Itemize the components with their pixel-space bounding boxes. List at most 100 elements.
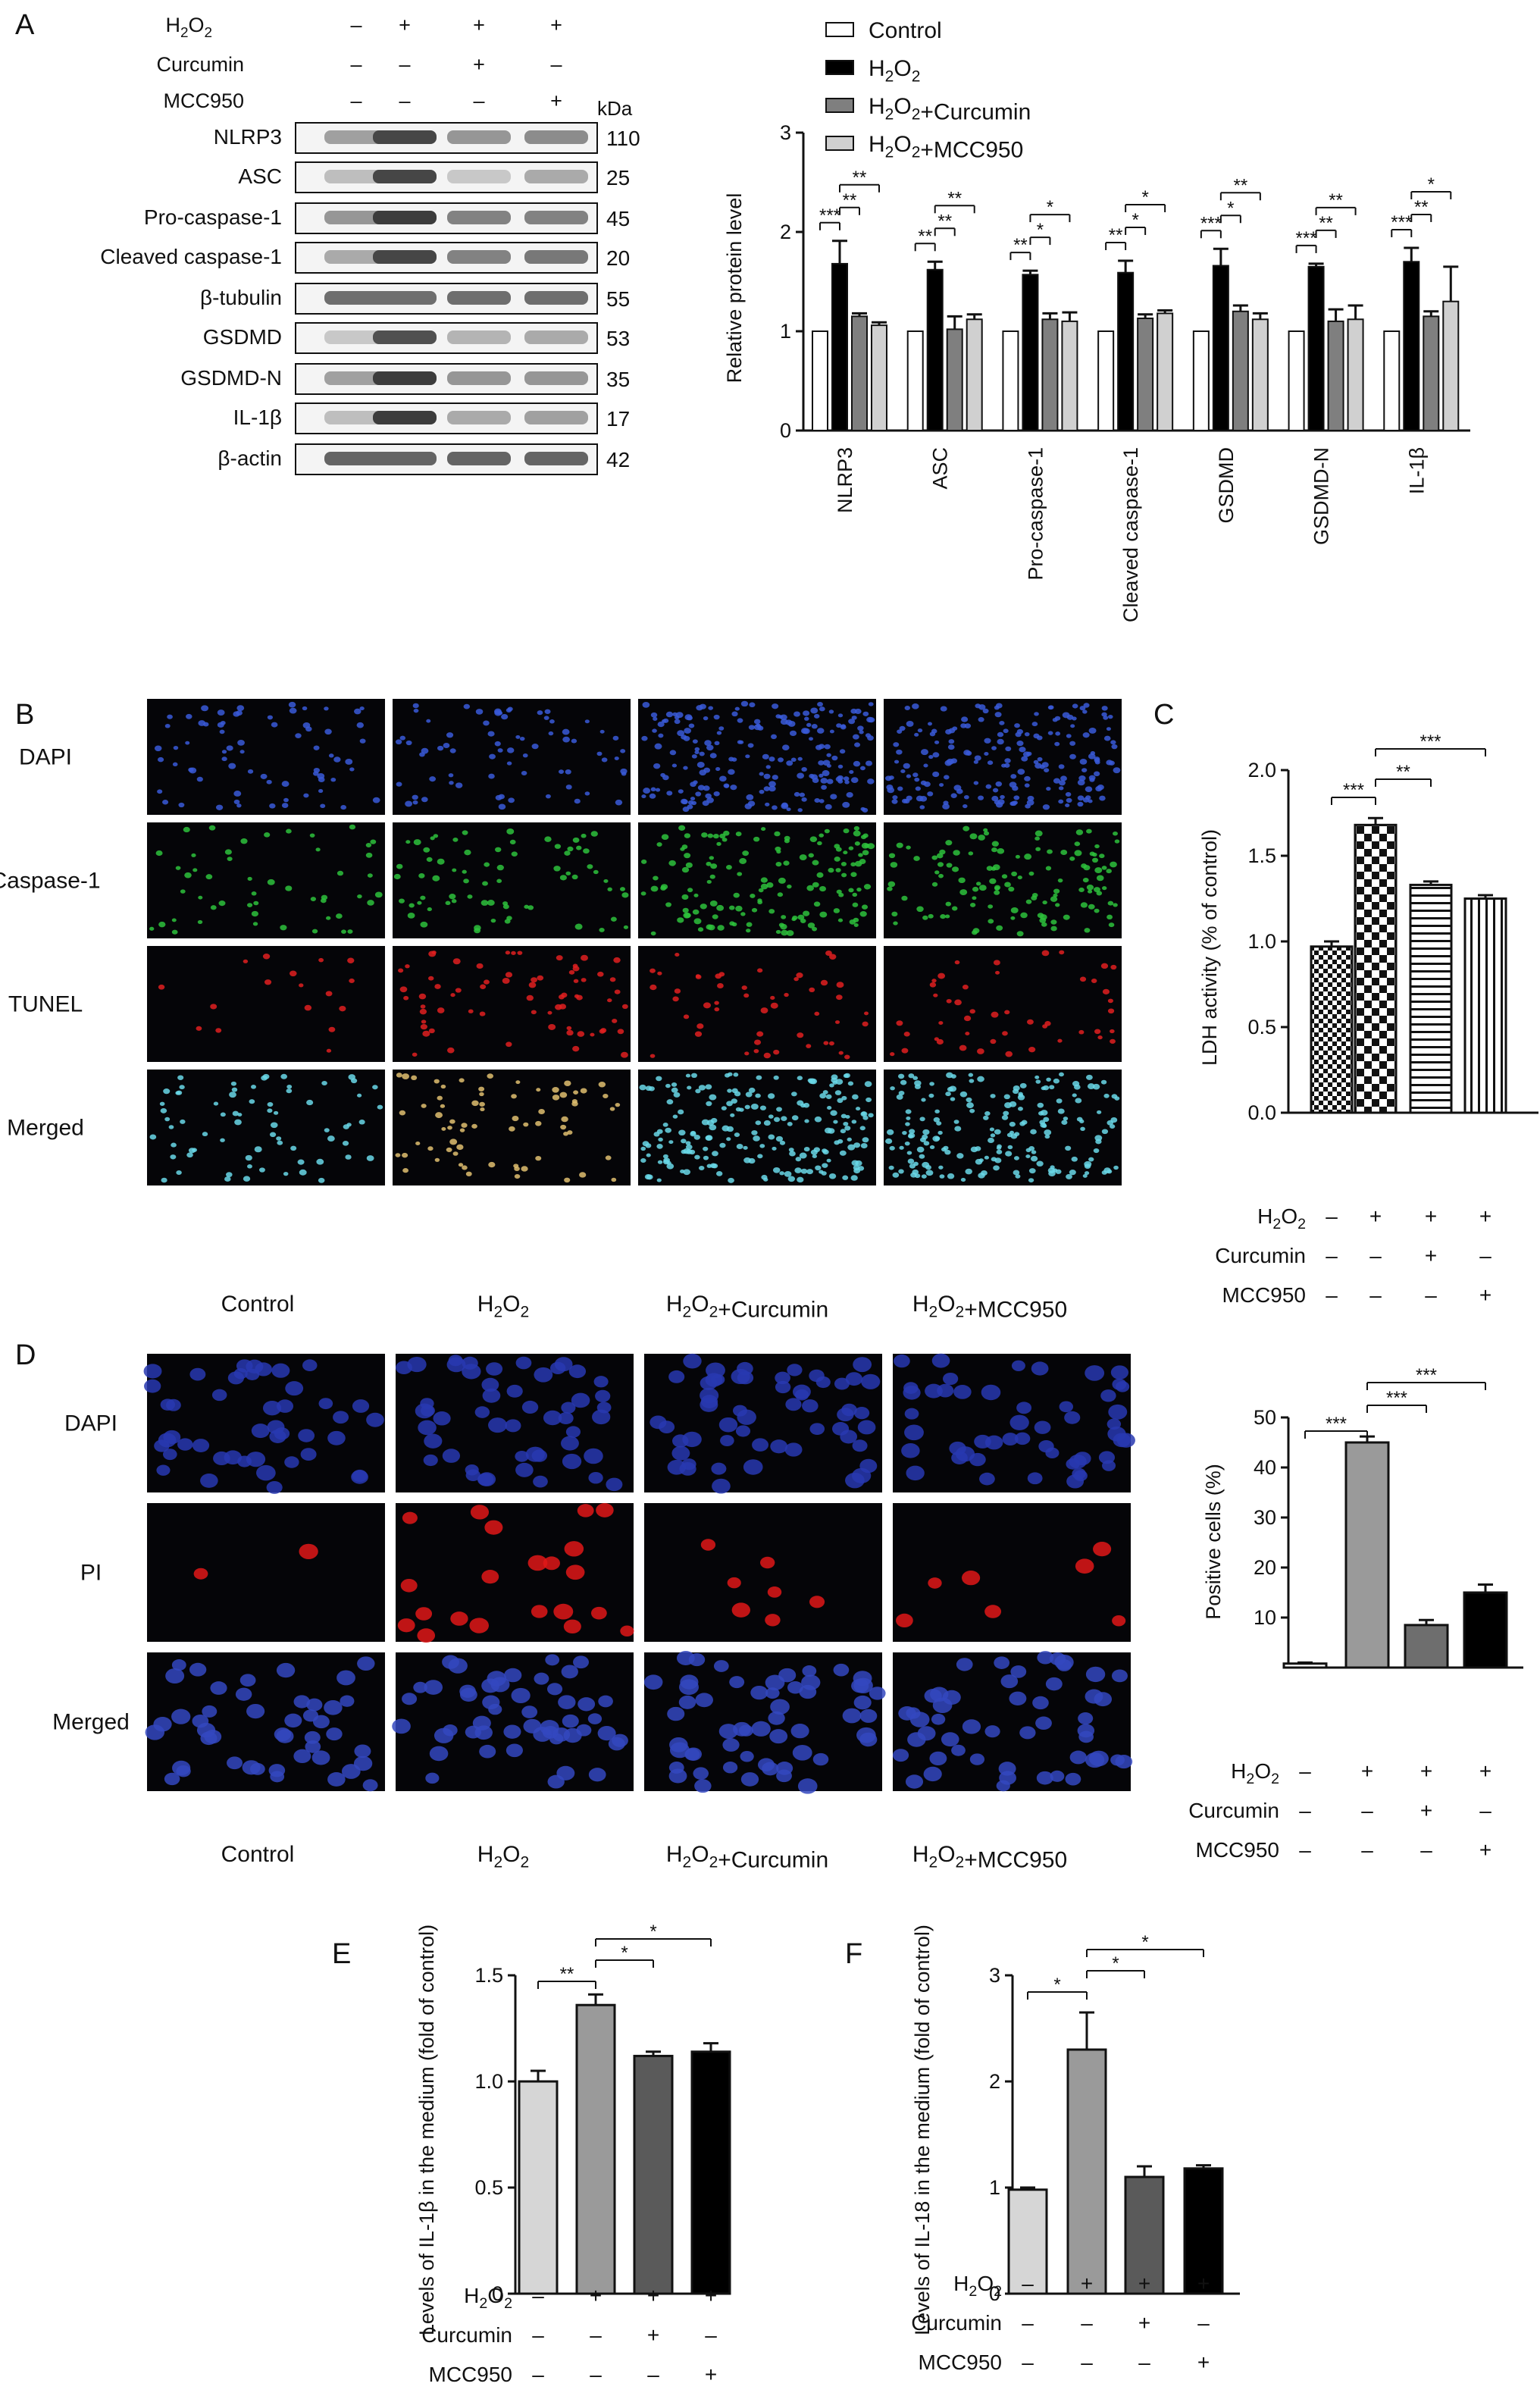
microD-image-panel	[644, 1503, 882, 1642]
cell-nucleus	[402, 1511, 418, 1524]
cell-nucleus	[978, 885, 987, 891]
cell-nucleus	[1078, 887, 1085, 893]
cell-nucleus	[1027, 1472, 1043, 1485]
cell-nucleus	[778, 877, 786, 884]
cell-nucleus	[901, 895, 908, 901]
cell-nucleus	[221, 756, 227, 762]
cell-nucleus	[847, 1144, 856, 1151]
cell-nucleus	[768, 909, 775, 914]
cell-nucleus	[700, 904, 707, 910]
cell-nucleus	[563, 1132, 568, 1136]
cell-nucleus	[996, 925, 1003, 931]
cell-nucleus	[859, 1458, 878, 1474]
cell-nucleus	[1097, 1110, 1102, 1114]
cell-nucleus	[770, 995, 775, 1000]
cell-nucleus	[504, 919, 511, 924]
cell-nucleus	[916, 1146, 925, 1153]
cell-nucleus	[962, 1570, 981, 1586]
cell-nucleus	[449, 781, 454, 785]
cell-nucleus	[950, 1097, 956, 1101]
cell-nucleus	[1052, 1168, 1058, 1173]
cell-nucleus	[1087, 1083, 1095, 1089]
blot-band	[447, 291, 511, 305]
cell-nucleus	[906, 1465, 925, 1481]
cell-nucleus	[1035, 1716, 1052, 1730]
cell-nucleus	[443, 742, 450, 748]
cell-nucleus	[673, 1092, 681, 1098]
cell-nucleus	[405, 800, 413, 807]
chartE-treatment-sign: +	[647, 2284, 659, 2307]
cell-nucleus	[640, 1146, 646, 1151]
cell-nucleus	[1110, 1365, 1129, 1380]
cell-nucleus	[1001, 874, 1008, 879]
cell-nucleus	[370, 839, 377, 844]
cell-nucleus	[888, 775, 894, 780]
cell-nucleus	[662, 775, 669, 781]
cell-nucleus	[543, 716, 549, 720]
cell-nucleus	[521, 1166, 528, 1172]
chartC-y-tick-label: 1.5	[1247, 844, 1276, 867]
cell-nucleus	[233, 799, 240, 805]
cell-nucleus	[991, 841, 999, 847]
cell-nucleus	[479, 1092, 484, 1097]
cell-nucleus	[853, 923, 859, 927]
cell-nucleus	[836, 994, 843, 1001]
cell-nucleus	[675, 953, 680, 957]
cell-nucleus	[922, 1129, 930, 1135]
cell-nucleus	[658, 1137, 663, 1142]
chartD-bar	[1282, 1662, 1328, 1669]
cell-nucleus	[809, 1369, 825, 1383]
cell-nucleus	[898, 1091, 905, 1096]
cell-nucleus	[672, 712, 678, 717]
cell-nucleus	[496, 879, 502, 883]
cell-nucleus	[336, 913, 343, 919]
cell-nucleus	[494, 847, 502, 853]
cell-nucleus	[726, 1137, 731, 1142]
cell-nucleus	[829, 954, 837, 960]
cell-nucleus	[220, 720, 226, 725]
cell-nucleus	[892, 795, 898, 800]
chartA-bar	[1327, 320, 1344, 431]
blot-band	[524, 170, 588, 183]
cell-nucleus	[812, 926, 818, 932]
cell-nucleus	[1027, 1019, 1034, 1025]
cell-nucleus	[1080, 902, 1088, 908]
chartC-y-tick-label: 1.0	[1247, 930, 1276, 953]
cell-nucleus	[944, 1149, 951, 1155]
cell-nucleus	[931, 855, 938, 860]
cell-nucleus	[588, 1768, 606, 1782]
cell-nucleus	[757, 968, 763, 973]
cell-nucleus	[1094, 1029, 1101, 1035]
cell-nucleus	[511, 1094, 517, 1099]
cell-nucleus	[578, 1697, 596, 1712]
cell-nucleus	[281, 781, 290, 788]
panel-letter-b: B	[15, 699, 34, 731]
cell-nucleus	[1108, 922, 1115, 928]
cell-nucleus	[1011, 871, 1018, 877]
chartD-treatment-label: H2O2	[1231, 1759, 1279, 1787]
blot-row-il1: IL-1β 17	[233, 402, 630, 434]
cell-nucleus	[607, 998, 612, 1003]
cell-nucleus	[756, 1075, 762, 1080]
blot-band	[447, 130, 511, 144]
chartC-y-tick-label: 2.0	[1247, 759, 1276, 781]
cell-nucleus	[246, 1359, 264, 1374]
chartC-sig-label: ***	[1419, 731, 1441, 752]
cell-nucleus	[173, 745, 179, 750]
cell-nucleus	[1013, 1170, 1020, 1176]
cell-nucleus	[919, 1154, 925, 1159]
cell-nucleus	[770, 1439, 788, 1454]
cell-nucleus	[400, 1579, 418, 1593]
cell-nucleus	[863, 884, 872, 890]
cell-nucleus	[683, 766, 688, 770]
chartF-y-tick-label: 3	[989, 1964, 1000, 1987]
cell-nucleus	[1089, 777, 1095, 782]
cell-nucleus	[531, 977, 537, 983]
cell-nucleus	[768, 1711, 785, 1725]
cell-nucleus	[1066, 1173, 1072, 1179]
cell-nucleus	[1085, 795, 1091, 800]
chartE-bar	[518, 2080, 559, 2295]
cell-nucleus	[937, 1130, 943, 1135]
blot-kda: 55	[606, 287, 630, 311]
cell-nucleus	[671, 1082, 678, 1087]
